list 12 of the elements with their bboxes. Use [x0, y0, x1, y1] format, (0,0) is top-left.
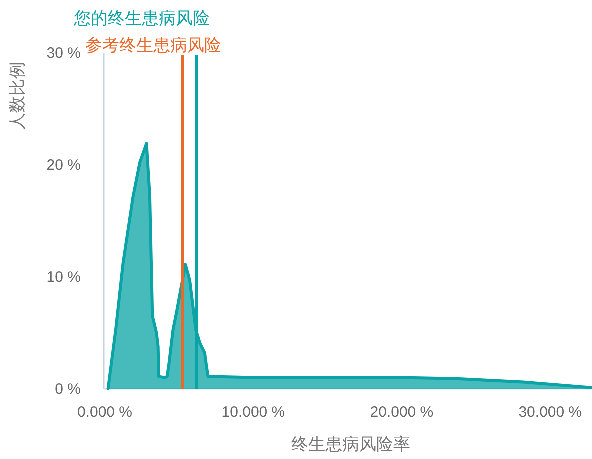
x-tick-label: 10.000 %	[222, 404, 286, 421]
ref-line-label: 参考终生患病风险	[86, 36, 222, 55]
x-tick-label: 0.000 %	[77, 404, 133, 421]
x-tick-label: 30.000 %	[518, 404, 582, 421]
y-tick-label: 10 %	[46, 269, 81, 286]
y-axis-title: 人数比例	[8, 62, 27, 130]
x-tick-label: 20.000 %	[370, 404, 434, 421]
y-tick-label: 30 %	[46, 45, 81, 62]
y-tick-label: 0 %	[55, 381, 81, 398]
ref-line-label: 您的终生患病风险	[72, 9, 210, 28]
x-axis-title: 终生患病风险率	[292, 435, 410, 454]
y-tick-label: 20 %	[46, 157, 81, 174]
